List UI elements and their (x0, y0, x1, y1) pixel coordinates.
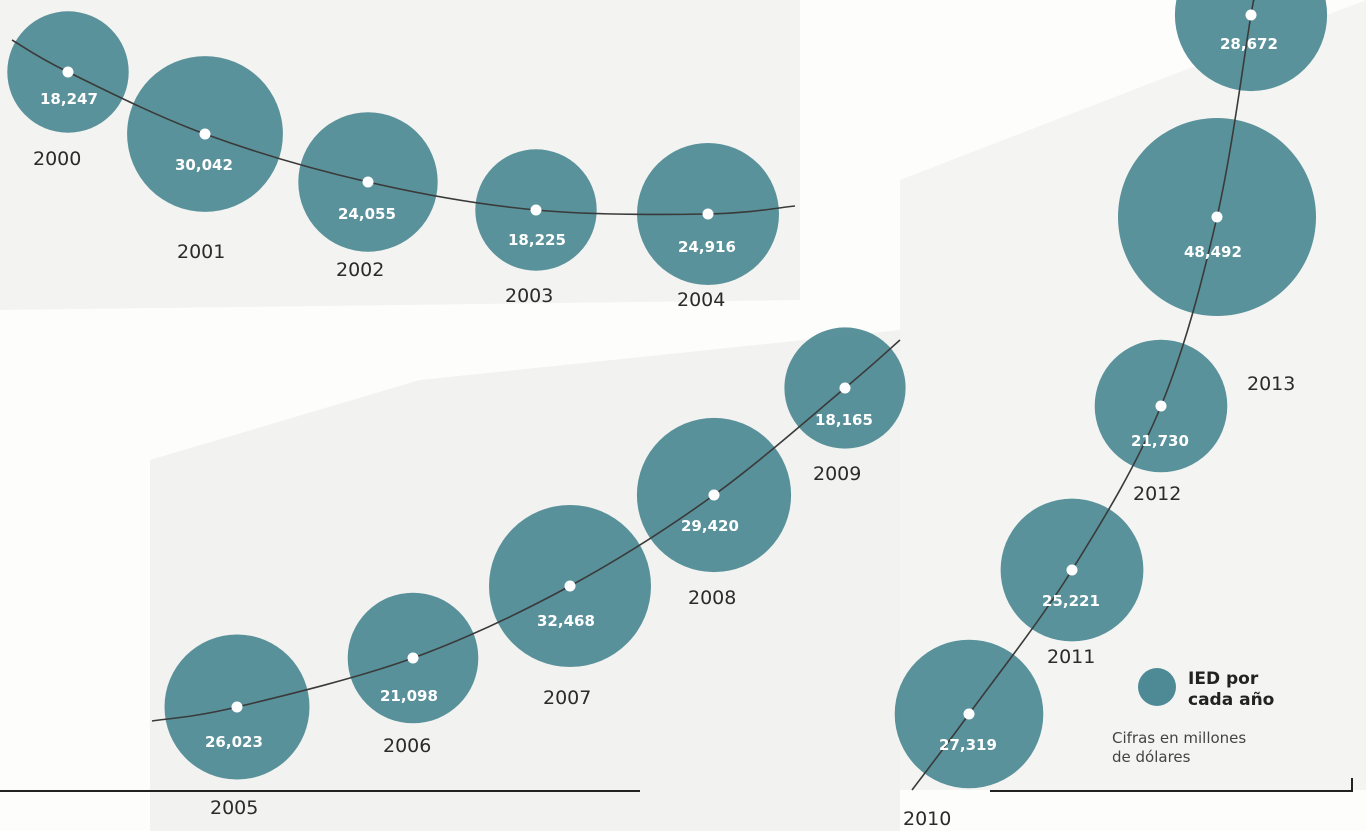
center-dot-2008 (708, 489, 720, 501)
labels-layer: 18,247 2000 30,042 2001 24,055 2002 18,225 2003… (33, 35, 1295, 830)
year-label-2005: 2005 (210, 797, 258, 819)
legend-note-1: Cifras en millones (1112, 729, 1246, 747)
center-dot-2005 (231, 701, 243, 713)
legend-note-2: de dólares (1112, 748, 1191, 766)
bubble-extra (1174, 0, 1328, 92)
value-label-2007: 32,468 (537, 612, 595, 630)
center-dot-extra (1245, 9, 1257, 21)
year-label-2013: 2013 (1247, 373, 1295, 395)
year-label-2012: 2012 (1133, 483, 1181, 505)
center-dot-2003 (530, 204, 542, 216)
value-label-2000: 18,247 (40, 90, 98, 108)
center-dot-2000 (62, 66, 74, 78)
center-dot-2010 (963, 708, 975, 720)
year-label-2006: 2006 (383, 735, 431, 757)
legend: IED por cada año Cifras en millones de d… (1112, 668, 1274, 766)
bubbles-layer (7, 0, 1328, 789)
center-dot-2012 (1155, 400, 1167, 412)
center-dot-2004 (702, 208, 714, 220)
value-label-2008: 29,420 (681, 517, 739, 535)
year-label-2004: 2004 (677, 289, 725, 311)
year-label-2008: 2008 (688, 587, 736, 609)
legend-title-2: cada año (1188, 690, 1274, 710)
value-label-2011: 25,221 (1042, 592, 1100, 610)
year-label-2007: 2007 (543, 687, 591, 709)
year-label-2011: 2011 (1047, 646, 1095, 668)
value-label-2004: 24,916 (678, 238, 736, 256)
center-dot-2009 (839, 382, 851, 394)
value-label-2010: 27,319 (939, 736, 997, 754)
center-dot-2007 (564, 580, 576, 592)
center-dot-2001 (199, 128, 211, 140)
baseline-rules (0, 778, 1353, 792)
year-label-2009: 2009 (813, 463, 861, 485)
legend-swatch (1138, 668, 1176, 706)
year-label-2003: 2003 (505, 285, 553, 307)
year-label-2002: 2002 (336, 259, 384, 281)
year-label-2010: 2010 (903, 808, 951, 830)
value-label-2003: 18,225 (508, 231, 566, 249)
value-label-2009: 18,165 (815, 411, 873, 429)
value-label-2013: 48,492 (1184, 243, 1242, 261)
center-dot-2002 (362, 176, 374, 188)
value-label-2006: 21,098 (380, 687, 438, 705)
year-label-2000: 2000 (33, 148, 81, 170)
center-dots (62, 9, 1257, 720)
value-label-extra: 28,672 (1220, 35, 1278, 53)
center-dot-2011 (1066, 564, 1078, 576)
value-label-2012: 21,730 (1131, 432, 1189, 450)
center-dot-2013 (1211, 211, 1223, 223)
legend-title-1: IED por (1188, 669, 1259, 689)
value-label-2001: 30,042 (175, 156, 233, 174)
value-label-2002: 24,055 (338, 205, 396, 223)
value-label-2005: 26,023 (205, 733, 263, 751)
center-dot-2006 (407, 652, 419, 664)
year-label-2001: 2001 (177, 241, 225, 263)
